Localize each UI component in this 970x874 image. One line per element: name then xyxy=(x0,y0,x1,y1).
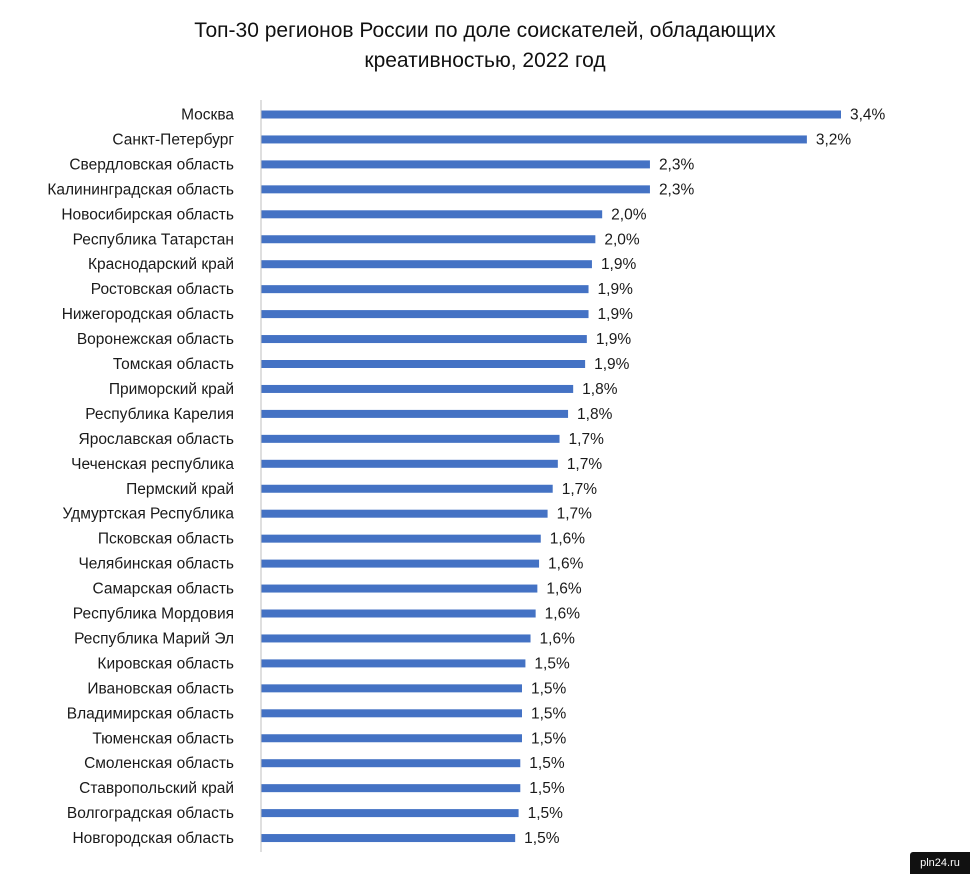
bar xyxy=(261,210,603,219)
value-label: 1,7% xyxy=(557,506,593,523)
value-label: 2,0% xyxy=(611,206,647,223)
category-label: Воронежская область xyxy=(77,331,234,348)
category-label: Республика Карелия xyxy=(85,406,234,423)
chart-title-line-2: креативностью, 2022 год xyxy=(364,49,606,72)
category-label: Москва xyxy=(181,107,234,124)
value-label: 1,7% xyxy=(569,431,605,448)
category-label: Смоленская область xyxy=(84,755,234,772)
value-label: 1,5% xyxy=(529,780,565,797)
bar xyxy=(261,360,586,368)
bar xyxy=(261,584,538,593)
value-label: 1,5% xyxy=(534,655,570,672)
value-label: 1,5% xyxy=(531,730,567,747)
value-labels-group: 3,4% 3,2% 2,3% 2,3% 2,0% 2,0% 1,9% 1,9% 1,9% 1,9%… xyxy=(524,107,885,848)
value-label: 2,0% xyxy=(604,231,640,248)
bar xyxy=(261,484,553,493)
bars-group xyxy=(261,110,841,843)
category-label: Томская область xyxy=(113,356,234,373)
value-label: 1,9% xyxy=(596,331,632,348)
bar xyxy=(261,559,540,568)
category-label: Республика Татарстан xyxy=(73,231,234,248)
category-label: Приморский край xyxy=(109,381,234,398)
category-label: Калининградская область xyxy=(47,181,234,198)
value-label: 1,5% xyxy=(524,830,560,847)
category-label: Кировская область xyxy=(97,655,234,672)
value-label: 1,6% xyxy=(550,531,586,548)
bar xyxy=(261,110,841,119)
bar xyxy=(261,759,521,768)
bar xyxy=(261,335,587,344)
bar xyxy=(261,409,569,418)
value-label: 1,9% xyxy=(598,306,634,323)
chart-title: Топ-30 регионов России по доле соискател… xyxy=(0,16,970,76)
category-label: Чеченская республика xyxy=(71,456,234,473)
value-label: 1,9% xyxy=(594,356,630,373)
value-label: 1,7% xyxy=(562,481,598,498)
bar xyxy=(261,784,521,793)
value-label: 1,9% xyxy=(598,281,634,298)
bar xyxy=(261,135,807,144)
value-label: 1,5% xyxy=(531,705,567,722)
bar xyxy=(261,235,596,244)
value-label: 1,5% xyxy=(529,755,565,772)
bar xyxy=(261,734,522,743)
bar xyxy=(261,160,650,169)
category-label: Новгородская область xyxy=(72,830,234,847)
bar xyxy=(261,709,522,718)
value-label: 1,6% xyxy=(546,581,582,598)
category-label: Свердловская область xyxy=(69,156,234,173)
category-label: Волгоградская область xyxy=(67,805,234,822)
category-label: Нижегородская область xyxy=(62,306,234,323)
category-label: Пермский край xyxy=(126,481,234,498)
chart-title-line-1: Топ-30 регионов России по доле соискател… xyxy=(194,19,776,42)
bar xyxy=(261,285,589,294)
category-label: Ивановская область xyxy=(87,680,234,697)
value-label: 1,5% xyxy=(531,680,567,697)
value-label: 3,2% xyxy=(816,131,852,148)
bar xyxy=(261,659,526,668)
value-label: 1,7% xyxy=(567,456,603,473)
category-label: Ростовская область xyxy=(91,281,234,298)
bar xyxy=(261,185,650,194)
bar xyxy=(261,509,548,518)
value-label: 1,6% xyxy=(540,630,576,647)
bar xyxy=(261,534,541,543)
category-label: Челябинская область xyxy=(78,556,234,573)
bar xyxy=(261,310,589,319)
category-label: Республика Мордовия xyxy=(73,606,234,623)
bar xyxy=(261,684,522,693)
bar xyxy=(261,384,574,393)
bar xyxy=(261,834,516,843)
value-label: 2,3% xyxy=(659,156,695,173)
category-label: Краснодарский край xyxy=(88,256,234,273)
bar xyxy=(261,260,592,269)
site-watermark: pln24.ru xyxy=(910,852,970,874)
category-label: Самарская область xyxy=(93,581,234,598)
category-label: Владимирская область xyxy=(67,705,234,722)
category-label: Удмуртская Республика xyxy=(63,506,235,523)
category-label: Санкт-Петербург xyxy=(112,131,234,148)
value-label: 1,6% xyxy=(548,556,584,573)
value-label: 1,5% xyxy=(528,805,564,822)
category-label: Ставропольский край xyxy=(79,780,234,797)
value-label: 2,3% xyxy=(659,181,695,198)
value-label: 1,6% xyxy=(545,606,581,623)
value-label: 1,9% xyxy=(601,256,637,273)
category-label: Псковская область xyxy=(98,531,234,548)
category-label: Республика Марий Эл xyxy=(74,630,234,647)
bar xyxy=(261,809,519,818)
bar xyxy=(261,609,536,618)
category-label: Тюменская область xyxy=(92,730,234,747)
value-label: 3,4% xyxy=(850,107,886,124)
value-label: 1,8% xyxy=(577,406,613,423)
value-label: 1,8% xyxy=(582,381,618,398)
bar xyxy=(261,434,560,443)
category-labels-group: Москва Санкт-Петербург Свердловская област… xyxy=(47,107,234,848)
category-label: Ярославская область xyxy=(79,431,235,448)
bar xyxy=(261,459,558,468)
category-label: Новосибирская область xyxy=(61,206,234,223)
bar xyxy=(261,634,531,643)
